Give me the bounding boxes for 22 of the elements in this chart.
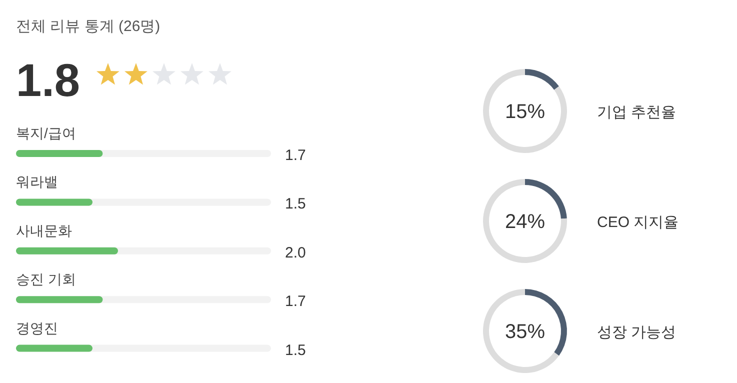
text: 24% <box>504 211 546 233</box>
donut-slice <box>483 69 567 153</box>
y-tick-label: 승진 기회 <box>16 271 76 288</box>
y-tick-label: 경영진 <box>16 320 58 336</box>
donut-slice <box>483 179 567 263</box>
data-label: 1.7 <box>285 147 306 164</box>
y-tick-label: 사내문화 <box>16 222 72 238</box>
text: 전체 리뷰 통계 (26명) <box>16 18 160 35</box>
data-label: 1.7 <box>285 293 306 310</box>
donut-slice <box>483 289 559 373</box>
text: CEO 지지율 <box>597 214 679 231</box>
text: 기업 추천율 <box>597 104 676 121</box>
data-label: 1.5 <box>285 342 306 359</box>
text: 1.8 <box>16 54 80 106</box>
donut-slice <box>525 69 559 90</box>
y-tick-label: 복지/급여 <box>16 125 76 141</box>
text: 15% <box>504 101 546 123</box>
data-label: 2.0 <box>285 244 306 262</box>
y-tick-label: 워라밸 <box>16 174 58 190</box>
text: 성장 가능성 <box>597 324 676 341</box>
text: 35% <box>504 321 546 343</box>
data-label: 1.5 <box>285 196 306 213</box>
